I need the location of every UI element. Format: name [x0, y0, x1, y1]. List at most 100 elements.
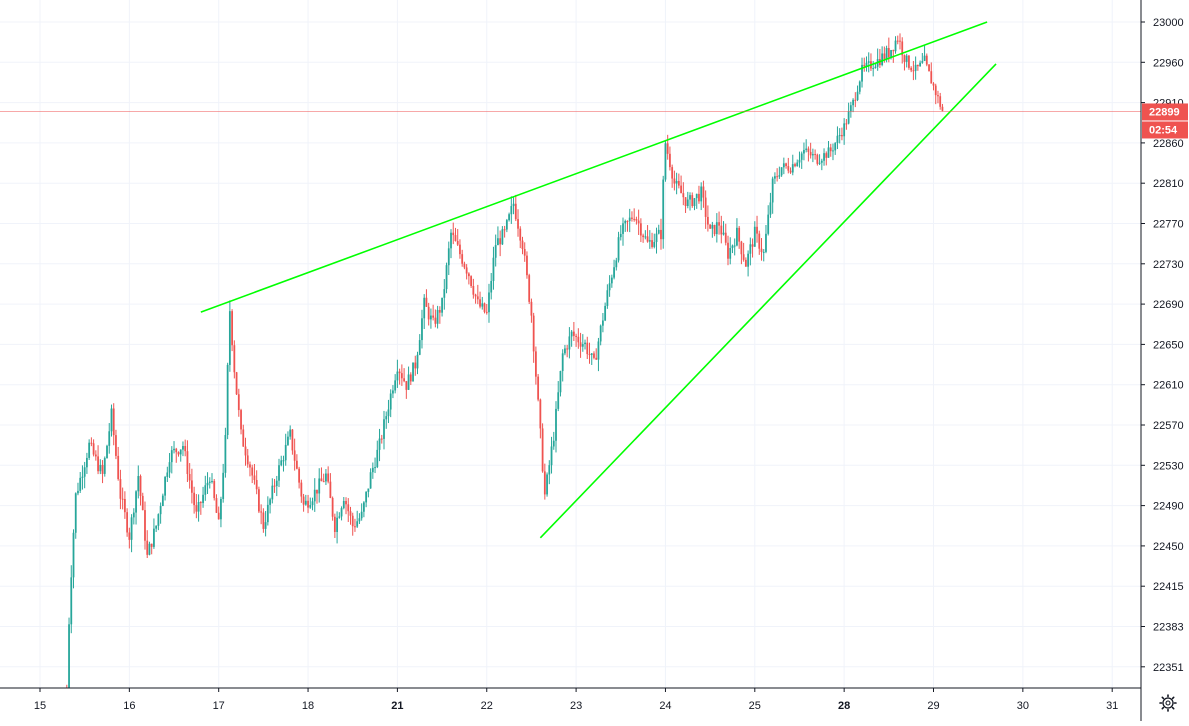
candle-body — [99, 464, 102, 472]
candle-body — [153, 528, 155, 547]
candle-body — [736, 227, 738, 246]
candle-body — [669, 153, 671, 168]
candle-body — [631, 217, 633, 219]
candle-body — [849, 105, 852, 112]
candle-body — [751, 244, 754, 247]
x-tick-label: 21 — [391, 700, 403, 712]
candle-body — [298, 468, 301, 483]
candle-body — [387, 409, 390, 417]
candle-body — [628, 217, 631, 222]
settings-gear-icon[interactable] — [1159, 694, 1177, 712]
candle-body — [838, 135, 841, 137]
candle-body — [858, 81, 861, 92]
candle-body — [242, 429, 245, 447]
candle-body — [331, 498, 334, 517]
candle-body — [691, 195, 694, 207]
candle-body — [132, 512, 135, 518]
candle-body — [139, 475, 142, 496]
candle-body — [608, 283, 611, 291]
candle-body — [912, 70, 915, 72]
candle-body — [351, 515, 354, 527]
candle-body — [273, 485, 276, 487]
candle-body — [367, 488, 370, 492]
candle-body — [720, 225, 723, 235]
candle-body — [450, 232, 452, 249]
last-price-value: 22899 — [1149, 106, 1180, 118]
candle-body — [119, 479, 122, 499]
time-axis-panel[interactable] — [0, 688, 1141, 721]
y-tick-label: 23000 — [1153, 17, 1184, 29]
trendline-lower[interactable] — [539, 63, 997, 539]
candle-body — [345, 500, 347, 505]
candle-body — [756, 226, 758, 234]
countdown-value: 02:54 — [1149, 124, 1178, 136]
candle-body — [173, 448, 175, 451]
candle-body — [240, 410, 242, 430]
candle-body — [260, 511, 263, 513]
y-tick-label: 22383 — [1153, 622, 1184, 634]
candle-body — [702, 186, 705, 198]
candle-body — [713, 224, 716, 235]
candle-body — [461, 254, 464, 264]
candle-body — [704, 197, 707, 217]
candle-body — [599, 325, 602, 342]
candle-body — [803, 149, 805, 154]
candle-body — [727, 242, 729, 259]
candle-body — [543, 471, 546, 495]
candle-body — [711, 224, 714, 229]
candle-body — [521, 240, 524, 250]
candle-body — [166, 472, 169, 477]
candle-body — [340, 508, 343, 517]
candle-body — [231, 311, 234, 346]
candle-body — [648, 240, 651, 242]
trendline-upper[interactable] — [200, 21, 988, 313]
y-tick-label: 22570 — [1153, 420, 1184, 432]
candle-body — [86, 457, 88, 468]
candle-body — [130, 517, 133, 540]
y-tick-label: 22770 — [1153, 219, 1184, 231]
candle-body — [300, 482, 303, 497]
candle-body — [555, 408, 557, 441]
candle-body — [467, 273, 470, 277]
x-tick-label: 15 — [34, 700, 46, 712]
candle-body — [695, 193, 698, 199]
y-tick-label: 22490 — [1153, 501, 1184, 513]
candle-body — [896, 40, 899, 42]
price-badges: 22899 02:54 — [1142, 103, 1188, 139]
candle-body — [604, 305, 607, 321]
candle-body — [266, 504, 269, 523]
candle-body — [903, 55, 906, 62]
candle-body — [490, 280, 493, 293]
candle-body — [88, 442, 91, 458]
candle-body — [644, 236, 647, 238]
candle-body — [568, 336, 571, 350]
candle-body — [787, 166, 790, 171]
candle-body — [823, 153, 825, 161]
candle-body — [405, 381, 408, 390]
candle-body — [407, 374, 410, 390]
candle-body — [400, 373, 403, 379]
candle-body — [456, 241, 459, 245]
candle-body — [94, 454, 97, 457]
candle-body — [190, 480, 193, 493]
candle-body — [610, 277, 613, 284]
candle-body — [403, 378, 406, 382]
candle-body — [653, 242, 656, 247]
candle-body — [626, 220, 629, 222]
candle-body — [552, 440, 555, 447]
candle-body — [646, 236, 649, 242]
candle-body — [841, 135, 843, 137]
candle-body — [834, 143, 837, 151]
candle-body — [861, 64, 863, 82]
y-tick-label: 22730 — [1153, 259, 1184, 271]
candle-body — [392, 390, 394, 394]
candle-body — [925, 55, 928, 65]
candle-body — [910, 67, 913, 71]
candle-body — [115, 435, 117, 456]
candle-body — [338, 516, 341, 518]
candle-body — [579, 342, 582, 347]
candle-body — [304, 500, 307, 505]
candle-body — [655, 233, 658, 243]
